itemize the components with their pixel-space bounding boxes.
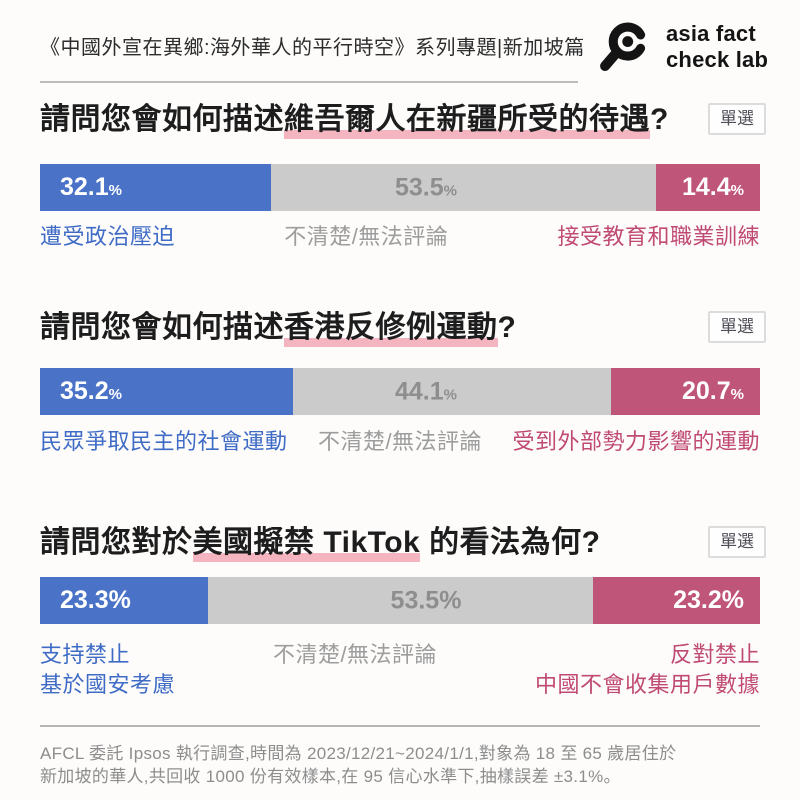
question-block-uyghur: 請問您會如何描述維吾爾人在新疆所受的待遇? 單選 32.1% 14.4% 53.…: [0, 101, 800, 261]
methodology-line2: 新加坡的華人,共回收 1000 份有效樣本,在 95 信心水準下,抽樣誤差 ±3…: [40, 767, 621, 786]
bar-segment-gray: [293, 368, 611, 415]
page-title: 《中國外宣在異鄉:海外華人的平行時空》系列專題|新加坡篇: [40, 37, 585, 59]
question-title: 請問您對於美國擬禁 TikTok 的看法為何?: [40, 524, 600, 562]
single-choice-badge: 單選: [708, 103, 766, 136]
answer-label-magenta: 反對禁止 中國不會收集用戶數據: [535, 640, 760, 700]
bar-segment-magenta: 23.2%: [592, 577, 760, 624]
stacked-bar: 23.3% 23.2% 53.5%: [40, 577, 760, 624]
answer-labels: 支持禁止 基於國安考慮 不清楚/無法評論 反對禁止 中國不會收集用戶數據: [40, 640, 760, 700]
methodology-note: AFCL 委託 Ipsos 執行調查,時間為 2023/12/21~2024/1…: [40, 742, 760, 788]
question-title: 請問您會如何描述維吾爾人在新疆所受的待遇?: [40, 101, 669, 139]
question-title: 請問您會如何描述香港反修例運動?: [40, 309, 516, 347]
answer-label-magenta: 受到外部勢力影響的運動: [512, 429, 760, 454]
segment-value-middle: 53.5%: [394, 173, 458, 201]
segment-value: 32.1%: [60, 173, 123, 201]
question-block-tiktok: 請問您對於美國擬禁 TikTok 的看法為何? 單選 23.3% 23.2% 5…: [0, 524, 800, 697]
bar-segment-magenta: 20.7%: [610, 368, 760, 415]
brand-name: asia fact check lab: [666, 21, 768, 73]
answer-label-gray: 不清楚/無法評論: [317, 429, 483, 454]
answer-label-line2: 基於國安考慮: [40, 672, 176, 697]
header-divider: [40, 81, 578, 83]
answer-label-magenta: 接受教育和職業訓練: [557, 224, 760, 249]
answer-label-blue: 民眾爭取民主的社會運動: [40, 429, 288, 454]
stacked-bar: 32.1% 14.4% 53.5%: [40, 164, 760, 211]
title-highlight: 香港反修例運動: [284, 311, 498, 347]
answer-label-line1: 支持禁止: [40, 642, 131, 667]
title-highlight: 美國擬禁 TikTok: [192, 526, 421, 562]
bar-segment-blue: 35.2%: [40, 368, 294, 415]
segment-value: 20.7%: [681, 377, 744, 405]
segment-value: 14.4%: [681, 173, 744, 201]
segment-value-middle: 53.5%: [390, 586, 462, 614]
single-choice-badge: 單選: [708, 526, 766, 559]
magnifier-logo-icon: [600, 22, 647, 72]
brand-name-line1: asia fact: [666, 21, 756, 46]
segment-value: 23.3%: [60, 586, 131, 614]
bar-segment-gray: [271, 164, 657, 211]
bar-segment-blue: 32.1%: [40, 164, 272, 211]
bar-segment-blue: 23.3%: [40, 577, 208, 624]
bar-segment-gray: [207, 577, 593, 624]
answer-labels: 民眾爭取民主的社會運動 不清楚/無法評論 受到外部勢力影響的運動: [40, 427, 760, 457]
single-choice-badge: 單選: [708, 311, 766, 344]
title-text: 請問您會如何描述: [40, 311, 284, 344]
answer-label-line1: 反對禁止: [669, 642, 760, 667]
answer-label-gray: 不清楚/無法評論: [272, 642, 438, 667]
answer-label-blue: 支持禁止 基於國安考慮: [40, 640, 175, 700]
brand-logo: asia fact check lab: [596, 18, 768, 76]
title-text: 請問您對於: [40, 526, 193, 559]
segment-value-middle: 44.1%: [394, 377, 458, 405]
segment-value: 35.2%: [60, 377, 123, 405]
methodology-line1: AFCL 委託 Ipsos 執行調查,時間為 2023/12/21~2024/1…: [40, 744, 677, 763]
answer-labels: 遭受政治壓迫 不清楚/無法評論 接受教育和職業訓練: [40, 222, 760, 252]
answer-label-blue: 遭受政治壓迫: [40, 224, 176, 249]
segment-value: 23.2%: [673, 586, 744, 614]
answer-label-line2: 中國不會收集用戶數據: [534, 672, 760, 697]
title-highlight: 維吾爾人在新疆所受的待遇: [284, 103, 650, 139]
title-suffix: 的看法為何?: [420, 526, 601, 559]
question-block-hongkong: 請問您會如何描述香港反修例運動? 單選 35.2% 20.7% 44.1% 民眾…: [0, 309, 800, 469]
stacked-bar: 35.2% 20.7% 44.1%: [40, 368, 760, 415]
answer-label-gray: 不清楚/無法評論: [284, 224, 449, 249]
title-text: 請問您會如何描述: [40, 103, 284, 136]
brand-name-line2: check lab: [666, 47, 769, 72]
title-suffix: ?: [650, 103, 669, 136]
footer-divider: [40, 725, 760, 727]
title-suffix: ?: [497, 311, 517, 344]
bar-segment-magenta: 14.4%: [656, 164, 760, 211]
